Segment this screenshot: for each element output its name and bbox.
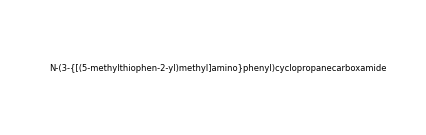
Text: N-(3-{[(5-methylthiophen-2-yl)methyl]amino}phenyl)cyclopropanecarboxamide: N-(3-{[(5-methylthiophen-2-yl)methyl]ami… [49,64,387,73]
